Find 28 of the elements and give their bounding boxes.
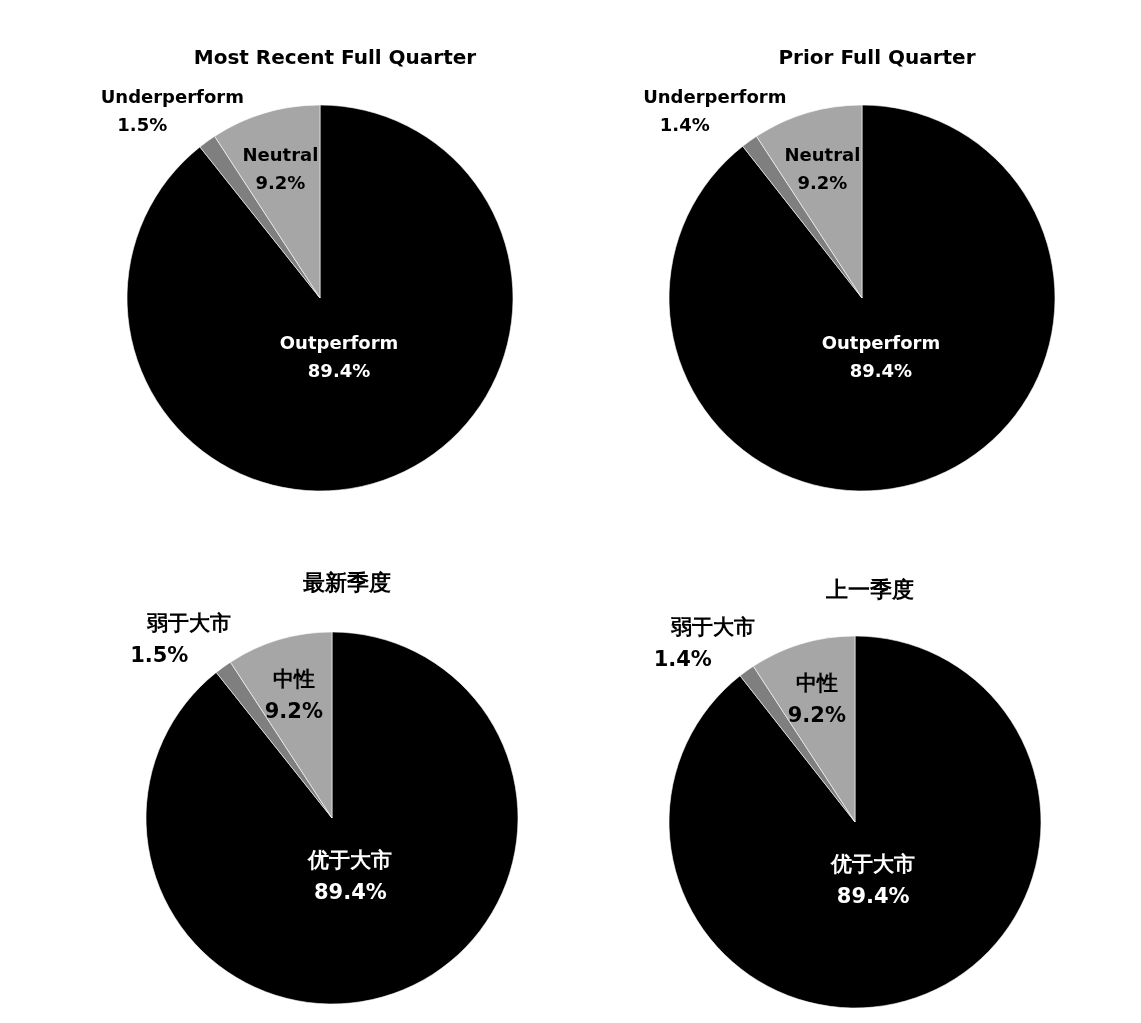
chart-title: 上一季度 bbox=[825, 577, 914, 602]
data-label: 9.2% bbox=[787, 703, 846, 728]
slice-label: 优于大市 bbox=[307, 847, 393, 872]
slice-label: 优于大市 bbox=[830, 851, 916, 876]
slice-label: Underperform bbox=[100, 85, 244, 107]
data-label: 9.2% bbox=[255, 171, 306, 193]
slice-label: Outperform bbox=[279, 331, 399, 353]
chart-title: Most Recent Full Quarter bbox=[193, 45, 477, 69]
data-label: 9.2% bbox=[264, 699, 323, 724]
data-label: 89.4% bbox=[849, 359, 913, 381]
slice-label: 弱于大市 bbox=[669, 614, 755, 639]
chart-title: Prior Full Quarter bbox=[778, 45, 976, 69]
data-label: 1.4% bbox=[659, 113, 710, 135]
slice-label: Underperform bbox=[643, 85, 787, 107]
data-label: 89.4% bbox=[307, 359, 371, 381]
data-label: 9.2% bbox=[797, 171, 848, 193]
slice-label: Neutral bbox=[784, 143, 861, 165]
data-label: 1.4% bbox=[653, 647, 712, 672]
data-label: 89.4% bbox=[313, 880, 387, 905]
slice-label: Outperform bbox=[821, 331, 941, 353]
slice-label: Neutral bbox=[242, 143, 319, 165]
slice-label: 中性 bbox=[795, 670, 838, 695]
slice-label: 弱于大市 bbox=[146, 610, 232, 635]
slice-label: 中性 bbox=[272, 666, 315, 691]
chart-title: 最新季度 bbox=[302, 570, 391, 595]
data-label: 1.5% bbox=[117, 113, 168, 135]
data-label: 89.4% bbox=[836, 884, 910, 909]
data-label: 1.5% bbox=[130, 643, 189, 668]
